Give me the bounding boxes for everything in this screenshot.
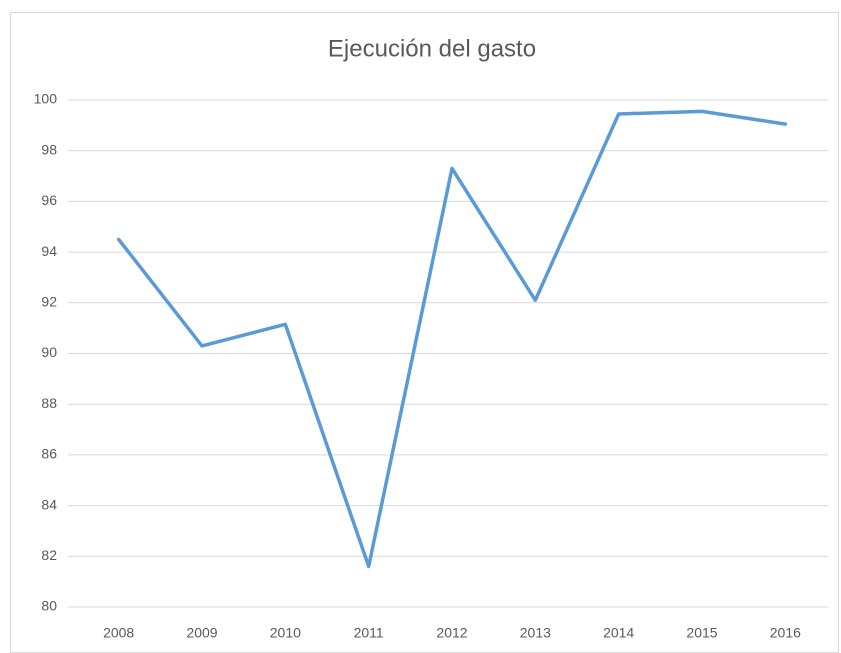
y-tick-label: 96	[41, 192, 57, 208]
data-line	[116, 109, 788, 569]
x-tick-label: 2010	[270, 625, 301, 641]
y-tick-label: 86	[41, 446, 57, 462]
x-tick-label: 2008	[103, 625, 134, 641]
y-tick-label: 88	[41, 395, 57, 411]
y-tick-label: 90	[41, 344, 57, 360]
y-tick-label: 94	[41, 243, 57, 259]
x-tick-label: 2014	[603, 625, 634, 641]
y-tick-label: 84	[41, 496, 57, 512]
x-tick-label: 2016	[770, 625, 801, 641]
x-tick-label: 2011	[354, 625, 384, 641]
chart-title: Ejecución del gasto	[328, 35, 536, 62]
y-tick-label: 80	[41, 598, 57, 614]
y-tick-label: 92	[41, 294, 57, 310]
x-tick-label: 2012	[436, 625, 467, 641]
y-tick-label: 82	[41, 547, 57, 563]
y-tick-label: 98	[41, 141, 57, 157]
chart-border	[10, 12, 839, 653]
x-tick-label: 2009	[186, 625, 217, 641]
x-tick-label: 2015	[686, 625, 717, 641]
y-tick-label: 100	[34, 91, 58, 107]
x-tick-label: 2013	[520, 625, 551, 641]
